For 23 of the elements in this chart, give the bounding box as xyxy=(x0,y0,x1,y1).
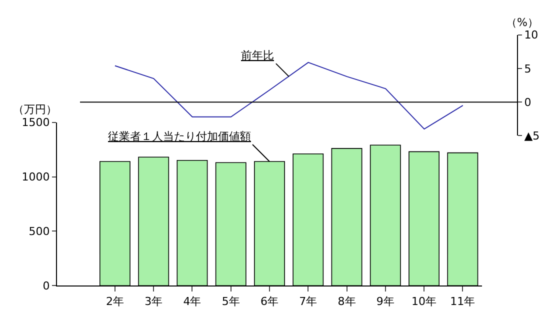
y-axis-title: （%） xyxy=(506,16,538,29)
series-label: 前年比 xyxy=(241,49,274,62)
series-label: 従業者１人当たり付加価値額 xyxy=(108,130,251,143)
x-tick-label: 10年 xyxy=(412,294,437,308)
line-series xyxy=(114,62,464,130)
y-tick-label: 0 xyxy=(42,280,50,293)
x-tick-label: 3年 xyxy=(144,294,163,308)
x-tick-label: 8年 xyxy=(338,294,356,308)
x-tick-label: 7年 xyxy=(299,294,318,308)
y-tick-label: 10 xyxy=(524,28,538,42)
x-tick-label: 5年 xyxy=(222,294,240,308)
x-tick-label: 11年 xyxy=(450,294,476,308)
y-axis-title: （万円） xyxy=(13,103,57,116)
y-tick-label: 1000 xyxy=(22,170,50,184)
x-tick-label: 9年 xyxy=(376,294,394,308)
y-tick-label: 1500 xyxy=(22,116,50,130)
y-tick-label: 500 xyxy=(28,225,50,238)
y-tick-label: 5 xyxy=(524,62,532,76)
x-tick-label: 4年 xyxy=(183,294,202,308)
y-tick-label: 0 xyxy=(524,96,532,109)
x-tick-label: 6年 xyxy=(260,294,278,308)
x-tick-label: 2年 xyxy=(106,294,124,308)
y-tick-label: ▲5 xyxy=(524,130,540,143)
